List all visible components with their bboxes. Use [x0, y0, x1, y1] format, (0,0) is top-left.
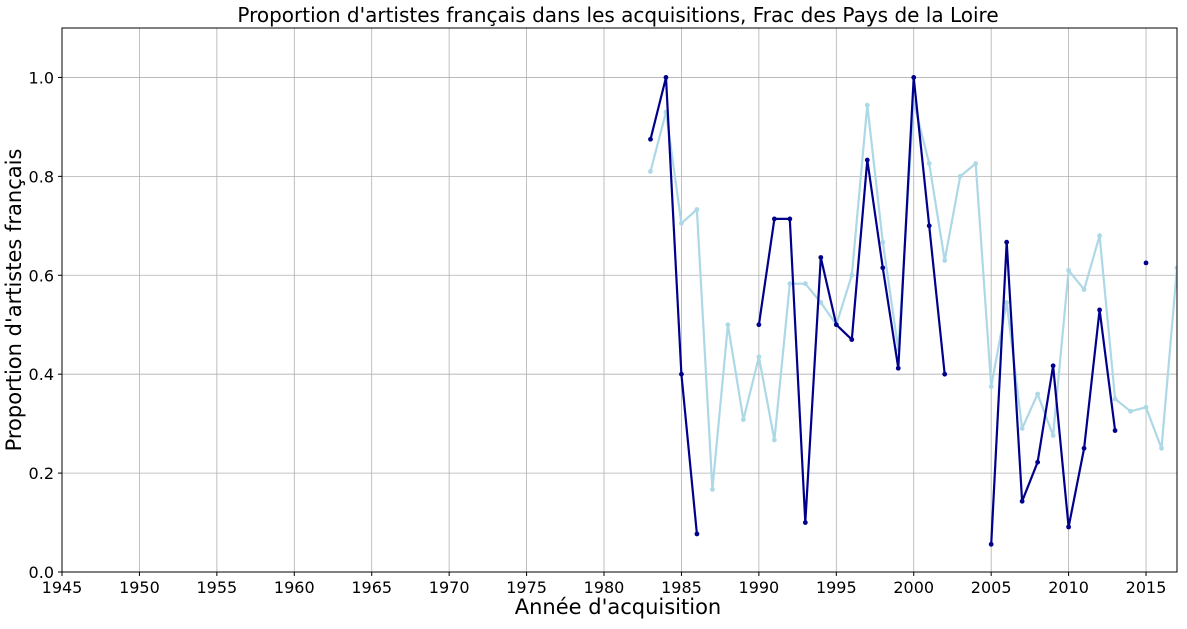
data-point: [802, 520, 808, 525]
series-1: [648, 99, 1177, 492]
data-point: [864, 157, 870, 163]
x-tick-label: 1955: [197, 578, 238, 597]
series-line: [990, 241, 1117, 545]
series-line: [757, 76, 946, 524]
data-point: [679, 371, 684, 377]
data-point: [895, 365, 901, 371]
data-point: [1004, 300, 1010, 305]
data-point: [694, 531, 700, 537]
x-tick-label: 2000: [893, 578, 934, 597]
data-point: [1112, 396, 1118, 402]
y-axis-title: Proportion d'artistes français: [2, 149, 26, 452]
data-point: [818, 300, 824, 305]
data-point: [942, 258, 948, 263]
data-point: [1050, 433, 1056, 438]
x-tick-label: 1990: [739, 578, 780, 597]
data-point: [679, 220, 684, 226]
series-lines: [648, 75, 1177, 547]
data-point: [880, 239, 886, 245]
y-tick-label: 0.6: [29, 266, 54, 285]
data-point: [1035, 459, 1041, 465]
data-point: [740, 417, 746, 423]
data-point: [1112, 428, 1118, 433]
x-tick-label: 1965: [351, 578, 392, 597]
data-point: [942, 371, 948, 377]
x-tick-label: 2005: [971, 578, 1012, 597]
data-point: [911, 75, 917, 80]
data-point: [864, 102, 870, 108]
data-point: [1081, 445, 1087, 451]
x-tick-label: 1945: [42, 578, 83, 597]
x-tick-label: 2010: [1048, 578, 1089, 597]
data-point: [1050, 363, 1056, 369]
data-point: [802, 281, 808, 287]
data-point: [1035, 391, 1041, 397]
x-tick-label: 1970: [429, 578, 470, 597]
x-tick-label: 1980: [584, 578, 625, 597]
x-tick-label: 1995: [816, 578, 857, 597]
data-point: [756, 354, 762, 360]
data-point: [787, 216, 793, 222]
plot-frame: [61, 27, 1178, 573]
data-point: [1174, 265, 1177, 271]
data-point: [988, 384, 994, 389]
series-line: [649, 76, 698, 535]
x-tick-label: 1975: [506, 578, 547, 597]
data-point: [725, 322, 731, 328]
data-point: [694, 207, 700, 212]
data-point: [1097, 233, 1102, 239]
data-point: [648, 136, 653, 142]
data-point: [988, 541, 994, 547]
data-point: [1128, 408, 1133, 414]
y-tick-label: 0.0: [29, 563, 54, 582]
y-tick-label: 0.2: [29, 464, 54, 483]
data-point: [1159, 445, 1164, 451]
x-tick-label: 1950: [119, 578, 160, 597]
data-point: [1066, 267, 1071, 273]
y-tick-label: 0.8: [29, 167, 54, 186]
data-point: [663, 75, 669, 80]
data-point: [648, 169, 653, 174]
data-point: [1097, 307, 1102, 313]
tick-labels: 1945 1950 1955 1960 1965 1970 1975 1980 1985 1990…: [29, 68, 1167, 597]
data-point: [787, 281, 793, 287]
data-point: [1143, 404, 1149, 410]
data-point: [1004, 239, 1010, 245]
data-point: [818, 255, 824, 260]
x-tick-label: 1985: [661, 578, 702, 597]
data-point: [1066, 524, 1071, 530]
data-point: [771, 437, 777, 443]
data-point: [1143, 260, 1149, 266]
data-point: [849, 272, 855, 278]
data-point: [957, 173, 963, 179]
data-point: [849, 337, 855, 342]
data-point: [926, 223, 932, 229]
y-tick-label: 0.4: [29, 365, 54, 384]
data-point: [833, 322, 839, 328]
data-point: [1081, 287, 1087, 293]
data-point: [926, 161, 932, 166]
series-2: [648, 75, 1149, 547]
x-tick-label: 1960: [274, 578, 315, 597]
x-axis-title: Année d'acquisition: [515, 595, 722, 619]
chart-title: Proportion d'artistes français dans les …: [237, 3, 998, 27]
data-point: [973, 161, 979, 166]
data-point: [771, 216, 777, 222]
data-point: [1019, 426, 1025, 431]
data-point: [880, 265, 886, 271]
x-tick-label: 2015: [1126, 578, 1167, 597]
data-point: [1019, 498, 1025, 504]
axes: [58, 27, 1178, 576]
data-point: [710, 487, 715, 492]
data-point: [756, 322, 762, 328]
y-tick-label: 1.0: [29, 68, 54, 87]
